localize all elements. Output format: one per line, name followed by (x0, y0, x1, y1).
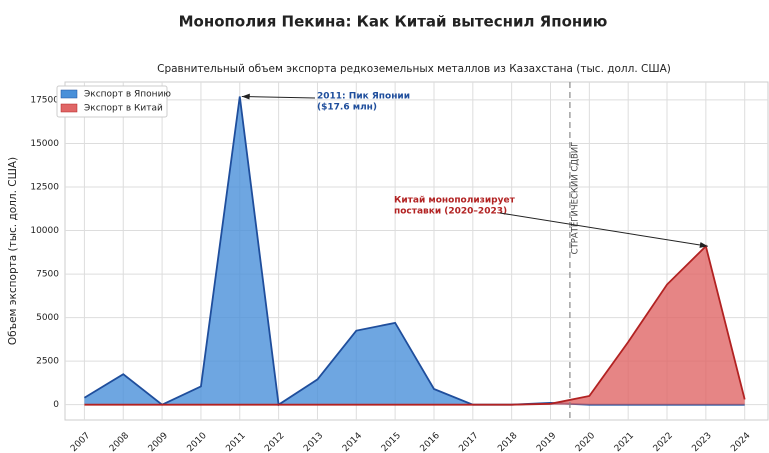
area (84, 246, 745, 405)
x-tick-label: 2008 (108, 431, 131, 453)
y-tick-label: 7500 (36, 270, 59, 280)
legend-label: Экспорт в Японию (84, 90, 171, 100)
annotation: Китай монополизирует (394, 196, 516, 206)
x-tick-label: 2015 (380, 431, 403, 453)
x-tick-label: 2011 (224, 431, 247, 453)
x-tick-label: 2013 (302, 431, 325, 453)
x-tick-label: 2022 (652, 431, 675, 453)
legend-swatch (60, 89, 78, 99)
chart-title: Монополия Пекина: Как Китай вытеснил Япо… (179, 13, 608, 31)
vline-label: СТРАТЕГИЧЕСКИЙ СДВИГ (568, 142, 580, 255)
area (84, 96, 745, 405)
x-tick-label: 2010 (186, 431, 209, 453)
x-tick-label: 2018 (496, 431, 519, 453)
x-tick-label: 2017 (457, 431, 480, 453)
annotation: поставки (2020–2023) (394, 207, 507, 217)
annotation-arrow (499, 212, 708, 248)
x-tick-label: 2019 (535, 431, 558, 453)
x-tick-label: 2020 (574, 431, 597, 453)
y-tick-label: 5000 (36, 313, 59, 323)
chart-subtitle: Сравнительный объем экспорта редкоземель… (157, 63, 671, 75)
x-tick-label: 2012 (263, 431, 286, 453)
legend-swatch (60, 103, 78, 113)
y-tick-label: 17500 (30, 95, 59, 105)
x-tick-label: 2023 (690, 431, 713, 453)
y-tick-label: 10000 (30, 226, 59, 236)
y-tick-label: 12500 (30, 183, 59, 193)
x-tick-label: 2016 (419, 431, 442, 453)
annotation-arrow (241, 93, 316, 100)
line (84, 244, 746, 406)
y-tick-label: 15000 (30, 139, 59, 149)
annotation: 2011: Пик Японии (317, 92, 410, 102)
annotation: ($17.6 млн) (317, 103, 377, 113)
y-tick-label: 0 (53, 400, 59, 410)
x-tick-label: 2009 (147, 431, 170, 453)
x-tick-label: 2007 (69, 431, 92, 453)
legend-label: Экспорт в Китай (84, 104, 163, 114)
legend-box (56, 85, 168, 118)
x-tick-label: 2021 (613, 431, 636, 453)
y-tick-label: 2500 (36, 357, 59, 367)
x-tick-label: 2014 (341, 431, 364, 453)
y-axis-label: Объем экспорта (тыс. долл. США) (7, 157, 19, 345)
x-tick-label: 2024 (729, 431, 752, 453)
